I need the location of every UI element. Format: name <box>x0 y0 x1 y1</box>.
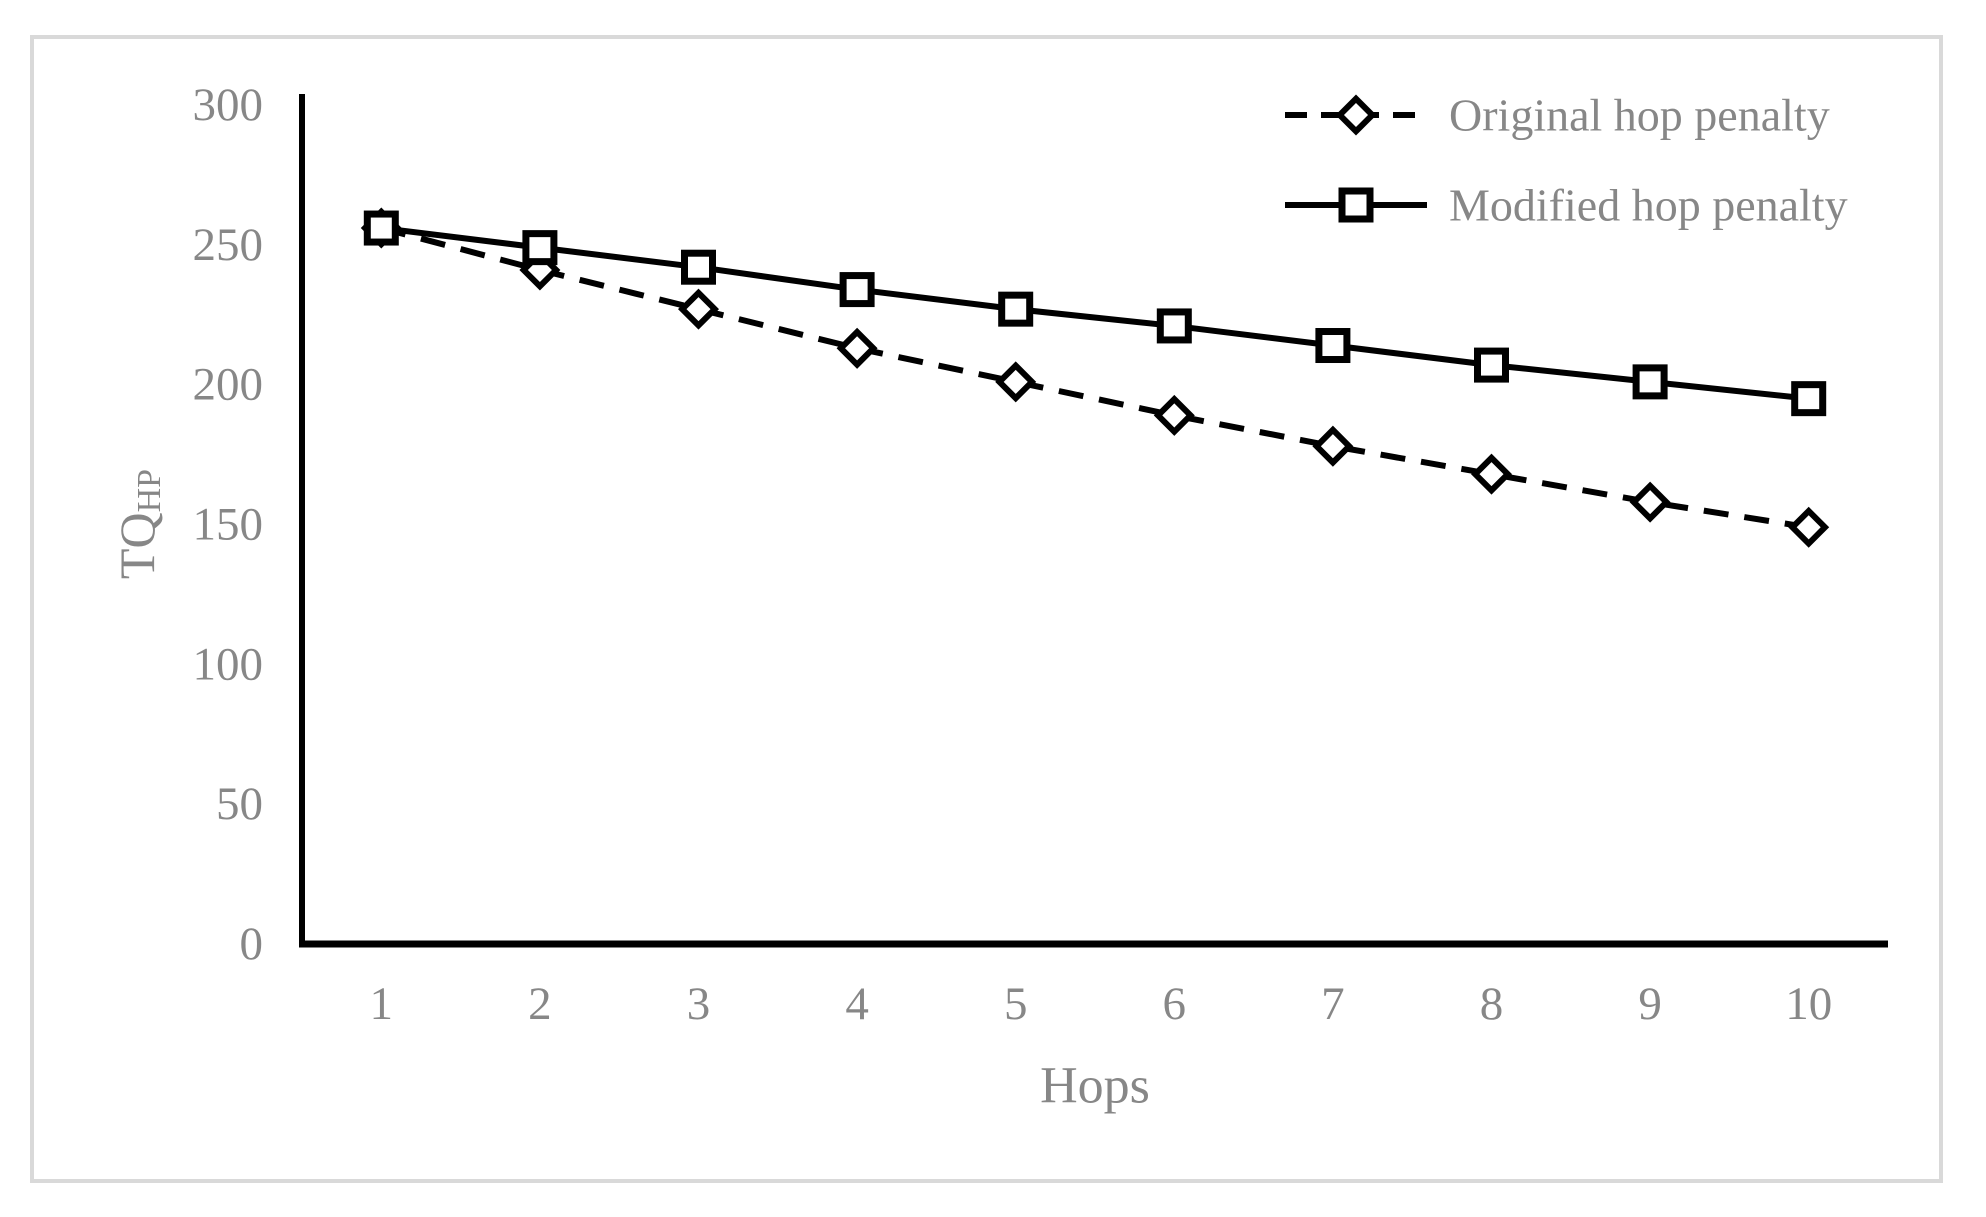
diamond-marker <box>677 288 720 330</box>
square-marker <box>681 249 716 285</box>
y-tick-label: 200 <box>193 359 264 411</box>
diamond-marker <box>1788 506 1830 548</box>
x-tick-labels: 1 2 3 4 5 6 7 8 9 10 <box>370 978 1833 1030</box>
x-tick-label: 4 <box>845 978 869 1030</box>
y-tick-label: 150 <box>193 499 264 551</box>
diamond-marker <box>1470 453 1513 495</box>
x-tick-label: 8 <box>1480 978 1504 1030</box>
legend: Original hop penalty Modified hop penalty <box>1285 90 1848 231</box>
figure-border <box>30 35 1943 1183</box>
x-tick-label: 2 <box>528 978 552 1030</box>
y-tick-label: 300 <box>193 79 264 131</box>
x-tick-label: 7 <box>1321 978 1345 1030</box>
square-marker <box>522 230 558 266</box>
diamond-marker <box>836 327 878 369</box>
y-axis-title: TQHP <box>109 469 168 579</box>
x-tick-label: 6 <box>1163 978 1187 1030</box>
diamond-marker <box>1153 394 1195 436</box>
legend-label: Modified hop penalty <box>1449 180 1848 231</box>
diamond-marker <box>1312 425 1354 467</box>
y-tick-label: 0 <box>240 918 264 970</box>
axes <box>299 94 1888 948</box>
y-tick-label: 250 <box>193 219 264 271</box>
square-marker <box>1338 187 1374 223</box>
square-marker <box>1632 364 1668 400</box>
y-tick-label: 100 <box>193 638 264 690</box>
series-modified <box>363 210 1827 417</box>
x-tick-label: 1 <box>370 978 394 1030</box>
square-marker <box>363 210 399 246</box>
diamond-marker <box>1629 481 1671 523</box>
y-tick-label: 50 <box>216 778 263 830</box>
square-marker <box>1791 381 1827 417</box>
square-marker <box>1474 347 1509 383</box>
legend-item: Original hop penalty <box>1285 90 1830 141</box>
square-marker <box>839 272 875 308</box>
square-marker <box>1315 328 1351 364</box>
series-line <box>380 225 1810 402</box>
x-axis-title: Hops <box>1040 1058 1150 1115</box>
legend-item: Modified hop penalty <box>1285 180 1848 231</box>
diamond-marker <box>995 361 1037 403</box>
x-tick-label: 10 <box>1785 978 1832 1030</box>
legend-label: Original hop penalty <box>1449 90 1830 141</box>
y-tick-labels: 0 50 100 150 200 250 300 <box>193 79 264 970</box>
square-marker <box>1156 308 1192 344</box>
x-tick-label: 3 <box>687 978 711 1030</box>
diamond-marker <box>1335 94 1377 136</box>
x-tick-label: 5 <box>1004 978 1028 1030</box>
square-marker <box>998 291 1034 327</box>
x-tick-label: 9 <box>1638 978 1662 1030</box>
